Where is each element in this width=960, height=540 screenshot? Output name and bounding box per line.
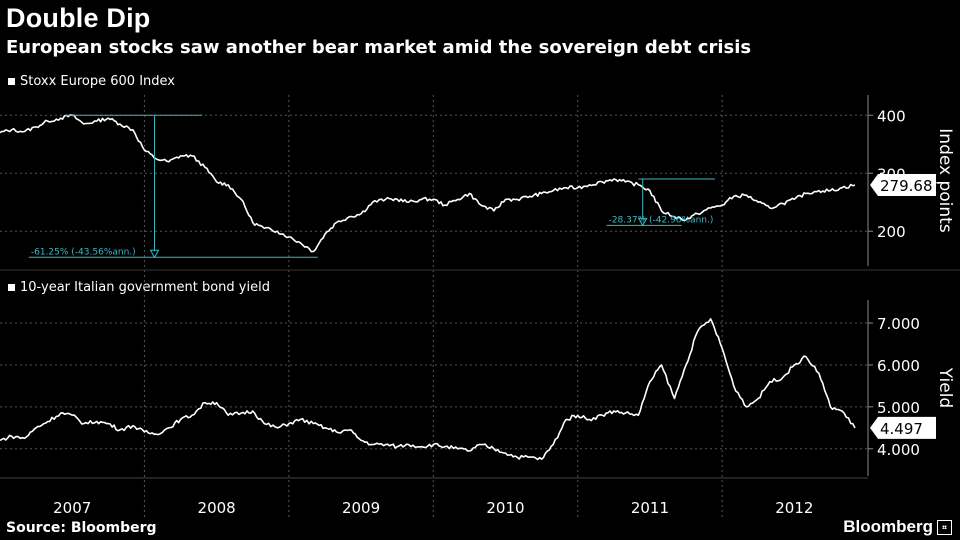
brand-text: Bloomberg <box>843 517 933 536</box>
legend-swatch-stoxx <box>8 78 15 85</box>
series-line-stoxx <box>0 114 856 253</box>
legend-label-yield: 10-year Italian government bond yield <box>20 280 270 295</box>
brand-logo: Bloomberg ⌗ <box>843 517 952 537</box>
y-tick-label: 6.000 <box>877 357 920 375</box>
annotation-label: -61.25% (-43.56%ann.) <box>31 247 136 257</box>
x-tick-label: 2007 <box>53 499 91 517</box>
x-tick-label: 2012 <box>775 499 813 517</box>
x-tick-label: 2009 <box>342 499 380 517</box>
annotation-arrow <box>637 217 648 227</box>
legend-swatch-yield <box>8 284 15 291</box>
x-tick-label: 2010 <box>486 499 524 517</box>
x-tick-label: 2011 <box>631 499 669 517</box>
y-tick-label: 4.000 <box>877 441 920 459</box>
annotation-label: -28.37% (-42.96%ann.) <box>609 215 714 225</box>
y-tick-label: 5.000 <box>877 399 920 417</box>
last-value-box <box>870 174 936 197</box>
chart-subtitle: European stocks saw another bear market … <box>6 37 752 58</box>
legend-label-stoxx: Stoxx Europe 600 Index <box>20 74 176 89</box>
chart-title: Double Dip <box>6 3 151 33</box>
bloomberg-terminal-icon: ⌗ <box>937 519 952 535</box>
last-value-box <box>870 416 936 439</box>
y-tick-label: 7.000 <box>877 315 920 333</box>
y-tick-label: 400 <box>877 107 906 125</box>
source-note: Source: Bloomberg <box>6 520 157 536</box>
last-value-label: 4.497 <box>880 420 923 438</box>
series-line-yield <box>0 318 856 461</box>
y-axis-title: Index points <box>935 128 955 233</box>
last-value-label: 279.68 <box>880 177 933 195</box>
x-tick-label: 2008 <box>198 499 236 517</box>
legend-stoxx: Stoxx Europe 600 Index <box>8 74 175 89</box>
legend-yield: 10-year Italian government bond yield <box>8 280 270 295</box>
y-axis-title: Yield <box>935 367 955 408</box>
y-tick-label: 200 <box>877 223 906 241</box>
annotation-arrow <box>149 249 160 259</box>
